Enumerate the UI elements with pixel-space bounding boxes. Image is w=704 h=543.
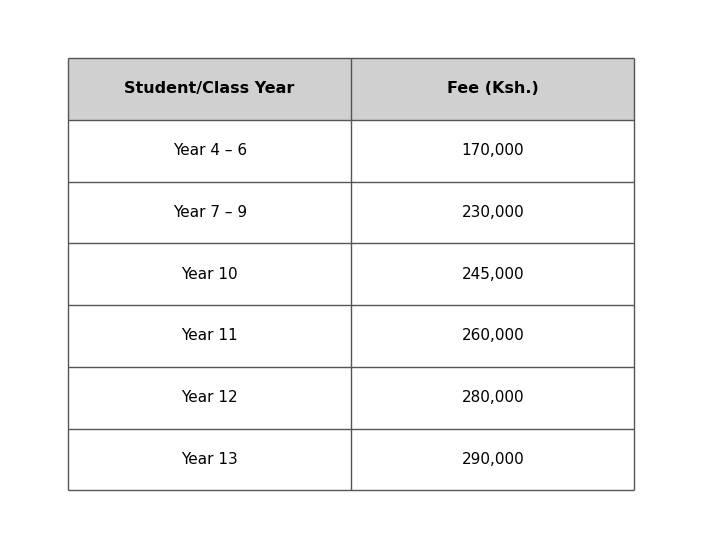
Bar — [68, 58, 634, 120]
Text: 170,000: 170,000 — [462, 143, 524, 158]
Bar — [68, 181, 634, 243]
Text: Year 4 – 6: Year 4 – 6 — [172, 143, 246, 158]
Text: 290,000: 290,000 — [461, 452, 524, 467]
Text: Year 10: Year 10 — [182, 267, 238, 282]
Text: 280,000: 280,000 — [462, 390, 524, 405]
Text: 245,000: 245,000 — [462, 267, 524, 282]
Text: Student/Class Year: Student/Class Year — [125, 81, 295, 97]
Bar — [68, 305, 634, 367]
Bar — [68, 367, 634, 428]
Bar — [68, 243, 634, 305]
Text: Fee (Ksh.): Fee (Ksh.) — [447, 81, 539, 97]
Text: Year 7 – 9: Year 7 – 9 — [172, 205, 246, 220]
Text: 230,000: 230,000 — [461, 205, 524, 220]
Bar — [68, 120, 634, 181]
Bar — [68, 428, 634, 490]
Text: Year 11: Year 11 — [182, 329, 238, 344]
Text: Year 13: Year 13 — [181, 452, 238, 467]
Text: 260,000: 260,000 — [461, 329, 524, 344]
Text: Year 12: Year 12 — [182, 390, 238, 405]
